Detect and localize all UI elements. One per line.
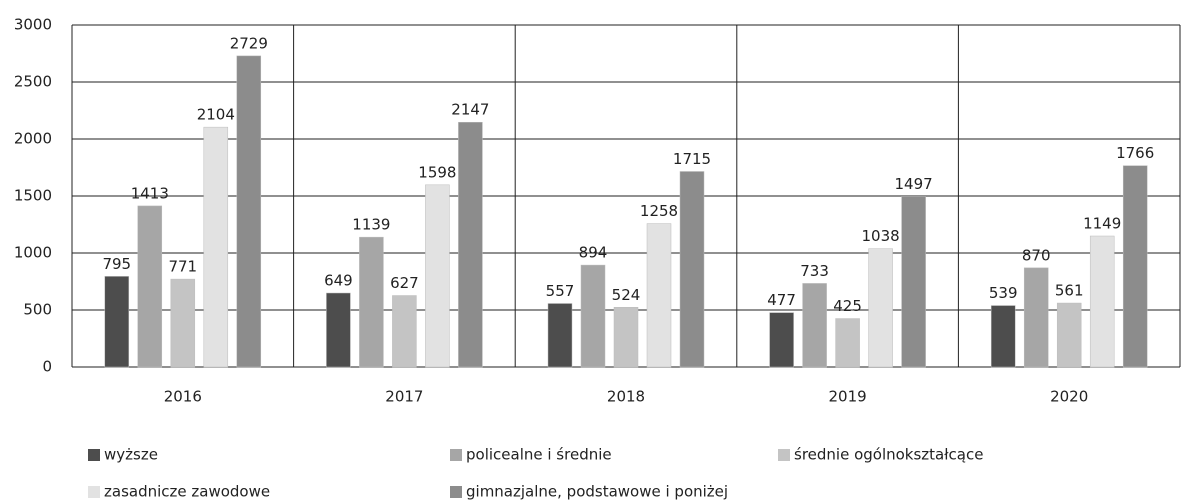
legend-label: gimnazjalne, podstawowe i poniżej	[466, 483, 728, 501]
bar	[990, 305, 1016, 368]
y-tick-label: 3000	[14, 16, 52, 34]
data-label: 1766	[1116, 144, 1154, 162]
x-tick-label: 2020	[1050, 388, 1088, 406]
y-tick-label: 2500	[14, 73, 52, 91]
x-tick-label: 2016	[164, 388, 202, 406]
data-label: 1715	[673, 150, 711, 168]
x-tick-label: 2017	[385, 388, 423, 406]
y-tick-label: 500	[23, 301, 52, 319]
data-label: 894	[579, 244, 608, 262]
y-tick-label: 1500	[14, 187, 52, 205]
data-label: 2147	[451, 101, 489, 119]
legend-swatch	[88, 486, 100, 498]
data-label: 1497	[895, 175, 933, 193]
bar	[646, 223, 672, 368]
bar	[458, 121, 483, 368]
bar	[1122, 165, 1148, 368]
data-label: 539	[989, 284, 1018, 302]
data-label: 557	[546, 282, 575, 300]
data-label: 870	[1022, 246, 1051, 264]
legend-swatch	[450, 449, 462, 461]
bar	[425, 184, 450, 368]
y-tick-label: 0	[42, 358, 52, 376]
data-label: 1413	[131, 184, 169, 202]
data-label: 2104	[197, 106, 235, 124]
y-tick-label: 1000	[14, 244, 52, 262]
data-label: 1038	[862, 227, 900, 245]
data-label: 1258	[640, 202, 678, 220]
bar	[1056, 302, 1082, 368]
bar	[392, 295, 417, 368]
bar	[835, 318, 860, 368]
y-tick-label: 2000	[14, 130, 52, 148]
data-label: 627	[390, 274, 419, 292]
bar	[769, 312, 794, 368]
bar	[679, 171, 705, 368]
bar	[547, 303, 573, 368]
data-label: 1598	[418, 163, 456, 181]
data-label: 1139	[352, 216, 390, 234]
bar	[1023, 267, 1049, 368]
data-label: 524	[612, 286, 641, 304]
data-label: 477	[767, 291, 796, 309]
legend-swatch	[778, 449, 790, 461]
bar	[868, 248, 893, 368]
legend-label: wyższe	[104, 446, 158, 464]
data-label: 795	[102, 255, 131, 273]
bar	[1089, 235, 1115, 368]
bar	[326, 292, 351, 368]
data-label: 561	[1055, 282, 1084, 300]
bar	[170, 278, 196, 368]
legend-label: policealne i średnie	[466, 446, 612, 464]
legend-label: średnie ogólnokształcące	[794, 446, 983, 464]
data-label: 649	[324, 272, 353, 290]
bar	[104, 276, 130, 368]
data-label: 733	[800, 262, 829, 280]
data-label: 1149	[1083, 215, 1121, 233]
bar	[580, 264, 606, 368]
bar	[359, 236, 384, 368]
bar	[137, 205, 163, 368]
data-label: 425	[833, 297, 862, 315]
bar	[203, 126, 229, 368]
data-label: 2729	[230, 34, 268, 52]
bar	[901, 196, 926, 368]
bar	[613, 307, 639, 368]
x-tick-label: 2019	[829, 388, 867, 406]
legend-swatch	[450, 486, 462, 498]
legend-swatch	[88, 449, 100, 461]
x-tick-label: 2018	[607, 388, 645, 406]
data-label: 771	[168, 258, 197, 276]
legend-label: zasadnicze zawodowe	[104, 483, 270, 501]
bar	[802, 283, 827, 368]
bar	[236, 55, 262, 368]
